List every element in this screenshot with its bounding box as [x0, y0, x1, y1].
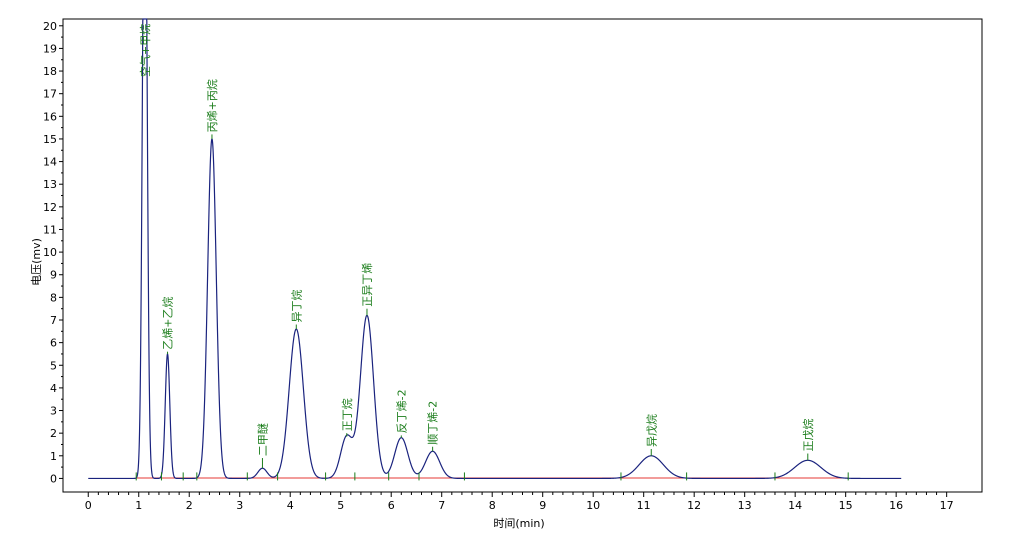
plot-frame-layer — [62, 18, 983, 493]
x-tick-label: 12 — [687, 499, 701, 512]
y-tick-label: 3 — [50, 405, 57, 418]
y-tick-label: 20 — [43, 20, 57, 33]
y-tick-label: 17 — [43, 88, 57, 101]
x-tick-label: 8 — [489, 499, 496, 512]
x-tick-label: 1 — [135, 499, 142, 512]
x-tick-label: 10 — [586, 499, 600, 512]
y-tick-label: 8 — [50, 291, 57, 304]
x-tick-label: 11 — [637, 499, 651, 512]
x-tick-label: 2 — [186, 499, 193, 512]
peak-label: 乙烯+乙烷 — [161, 296, 175, 349]
x-tick-label: 17 — [940, 499, 954, 512]
y-tick-label: 0 — [50, 472, 57, 485]
x-tick-label: 0 — [85, 499, 92, 512]
y-tick-label: 5 — [50, 359, 57, 372]
peak-label: 正异丁烯 — [361, 263, 374, 307]
x-tick-label: 3 — [236, 499, 243, 512]
peak-label: 正丁烷 — [340, 398, 354, 431]
y-tick-label: 18 — [43, 65, 57, 78]
x-tick-label: 9 — [539, 499, 546, 512]
marker-layer — [135, 472, 849, 481]
peak-label: 二甲醚 — [256, 423, 270, 456]
y-tick-label: 1 — [50, 450, 57, 463]
x-tick-label: 16 — [889, 499, 903, 512]
signal-trace — [88, 18, 902, 480]
x-tick-label: 13 — [738, 499, 752, 512]
x-tick-label: 15 — [839, 499, 853, 512]
x-tick-label: 14 — [788, 499, 802, 512]
peak-label: 正戊烷 — [801, 419, 815, 452]
y-tick-label: 12 — [43, 201, 57, 214]
x-tick-label: 4 — [287, 499, 294, 512]
peak-label: 丙烯+丙烷 — [205, 79, 219, 132]
y-tick-label: 16 — [43, 110, 57, 123]
y-tick-label: 9 — [50, 269, 57, 282]
peak-label: 空气+甲烷 — [138, 24, 152, 77]
y-tick-label: 10 — [43, 246, 57, 259]
y-tick-label: 14 — [43, 156, 57, 169]
peak-label: 顺丁烯-2 — [427, 401, 440, 445]
y-tick-label: 2 — [50, 427, 57, 440]
y-tick-label: 7 — [50, 314, 57, 327]
y-axis-title: 电压(mv) — [30, 238, 43, 286]
y-tick-label: 11 — [43, 223, 57, 236]
y-tick-label: 15 — [43, 133, 57, 146]
x-tick-label: 6 — [388, 499, 395, 512]
x-axis-title: 时间(min) — [493, 517, 544, 530]
peak-label: 反丁烯-2 — [395, 389, 408, 433]
y-tick-label: 19 — [43, 42, 57, 55]
y-tick-label: 6 — [50, 337, 57, 350]
peak-label: 异戊烷 — [644, 414, 658, 447]
y-tick-label: 4 — [50, 382, 57, 395]
x-tick-label: 5 — [337, 499, 344, 512]
y-tick-label: 13 — [43, 178, 57, 191]
signal-layer — [88, 18, 902, 480]
plot-frame — [62, 18, 983, 493]
axis-layer: 0 1 2 3 4 5 6 7 8 9 10 11 12 13 14 15 16 1701234567891011… — [43, 20, 954, 512]
peak-label: 异丁烷 — [289, 290, 303, 323]
x-tick-label: 7 — [438, 499, 445, 512]
